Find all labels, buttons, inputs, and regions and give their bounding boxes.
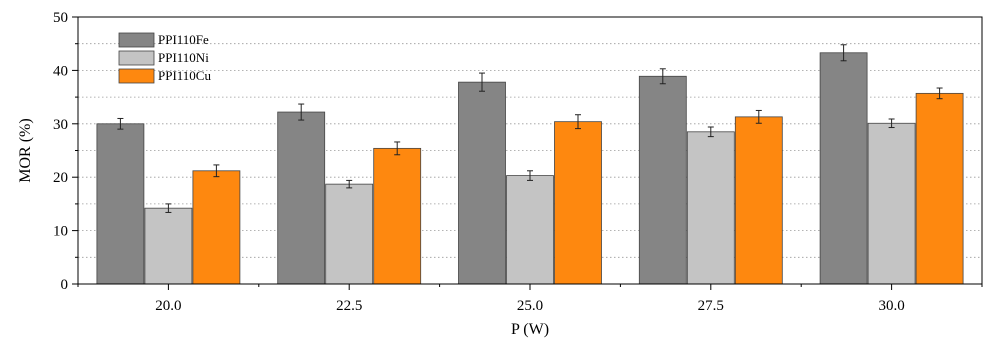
bar-PPI110Fe-30.0 [819,52,868,285]
bar-PPI110Cu-20.0 [192,170,241,285]
bar-PPI110Ni-22.5 [325,183,374,285]
legend-swatch-PPI110Cu [118,68,155,84]
legend-label-PPI110Fe: PPI110Fe [158,32,209,47]
bar-PPI110Ni-20.0 [144,207,193,285]
bar-PPI110Cu-22.5 [373,147,422,285]
x-tick-label: 25.0 [517,298,543,314]
legend: PPI110Fe PPI110Ni PPI110Cu [118,32,211,84]
y-tick-label: 30 [53,117,68,133]
x-tick-label: 27.5 [698,298,724,314]
legend-swatch-PPI110Fe [118,32,155,48]
error-bars-layer [117,44,943,213]
x-axis: 20.0 22.5 25.0 27.5 30.0 [77,284,983,314]
y-tick-label: 50 [53,10,68,26]
legend-swatch-PPI110Ni [118,50,155,66]
y-tick-label: 10 [53,224,68,240]
y-tick-label: 20 [53,170,68,186]
y-axis: 0 10 20 30 40 50 [53,10,78,293]
bar-PPI110Cu-25.0 [554,121,602,285]
bar-PPI110Fe-22.5 [277,111,326,285]
bars-layer [96,52,964,285]
bar-PPI110Cu-27.5 [734,116,783,285]
y-tick-label: 40 [53,63,68,79]
legend-label-PPI110Cu: PPI110Cu [158,68,211,83]
bar-PPI110Fe-25.0 [458,81,506,285]
bar-PPI110Fe-27.5 [638,75,687,285]
bar-PPI110Ni-27.5 [686,131,735,285]
x-tick-label: 30.0 [878,298,904,314]
bar-PPI110Cu-30.0 [915,92,964,285]
x-axis-label: P (W) [511,321,549,338]
y-tick-label: 0 [61,277,69,293]
x-tick-label: 22.5 [336,298,362,314]
y-axis-label: MOR (%) [17,118,34,182]
legend-label-PPI110Ni: PPI110Ni [158,50,209,65]
bar-PPI110Fe-20.0 [96,123,145,285]
bar-PPI110Ni-30.0 [867,122,916,285]
bar-PPI110Ni-25.0 [506,175,554,285]
x-tick-label: 20.0 [155,298,181,314]
